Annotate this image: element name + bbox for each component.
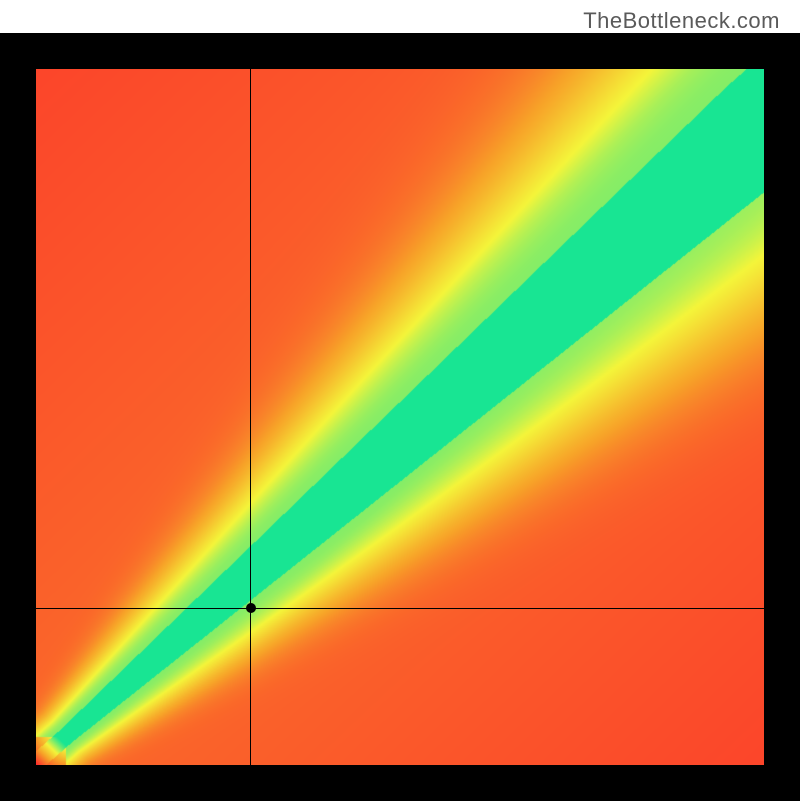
plot-border-right — [764, 33, 800, 801]
plot-border-left — [0, 33, 36, 801]
plot-border-bottom — [0, 765, 800, 801]
crosshair-horizontal — [36, 608, 764, 609]
crosshair-marker — [246, 603, 256, 613]
plot-border-top — [0, 33, 800, 69]
watermark-text: TheBottleneck.com — [583, 8, 780, 34]
crosshair-vertical — [250, 69, 251, 765]
bottleneck-heatmap — [36, 69, 764, 765]
